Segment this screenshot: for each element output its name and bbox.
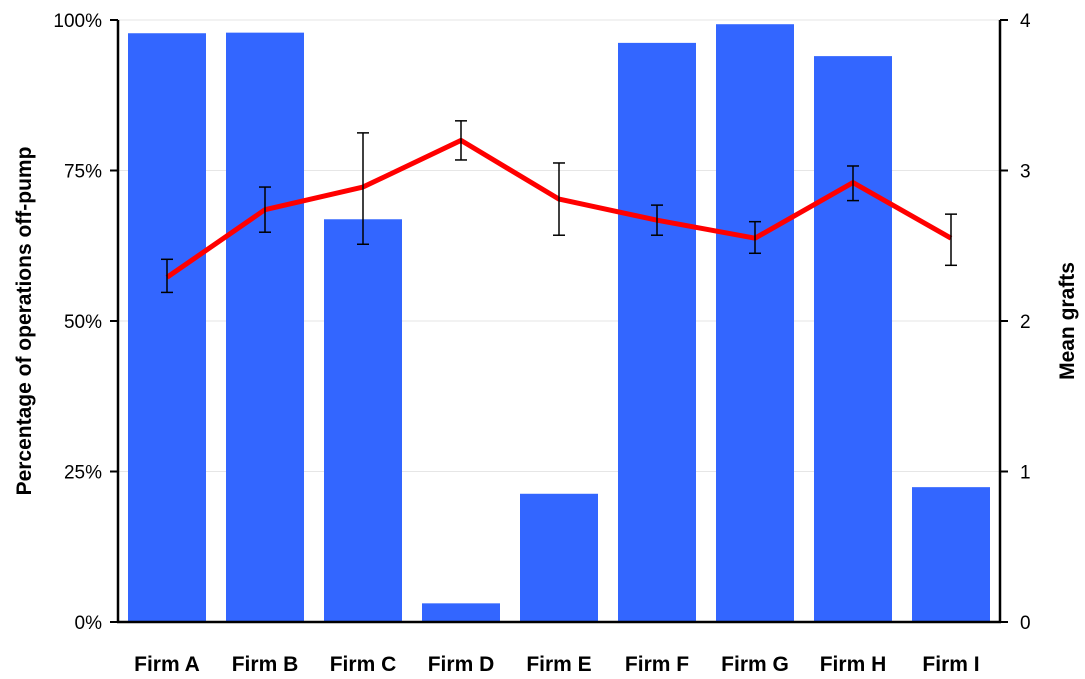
bar (912, 487, 990, 622)
right-tick-label: 2 (1020, 312, 1031, 333)
error-bars (161, 120, 957, 294)
left-axis-title: Percentage of operations off-pump (13, 147, 36, 496)
error-bar (161, 258, 173, 294)
bar-series (128, 24, 990, 623)
error-bar (749, 220, 761, 255)
left-tick-label: 100% (53, 11, 102, 32)
left-tick-label: 50% (64, 312, 102, 333)
right-tick-label: 4 (1020, 11, 1031, 32)
bar (716, 24, 794, 623)
category-label: Firm A (134, 653, 200, 676)
error-bar (945, 213, 957, 267)
category-label: Firm D (428, 653, 495, 676)
bar (618, 42, 696, 623)
bar (128, 33, 206, 622)
error-bar (357, 132, 369, 245)
bar (324, 219, 402, 622)
left-tick-label: 75% (64, 162, 102, 183)
error-bar (455, 120, 467, 161)
right-tick-label: 3 (1020, 162, 1031, 183)
category-label: Firm F (625, 653, 689, 676)
bar (226, 32, 304, 623)
bar (520, 493, 598, 622)
category-labels: Firm A Firm B Firm C Firm D Firm E Firm F Firm… (134, 653, 979, 676)
category-label: Firm G (721, 653, 789, 676)
left-tick-label: 25% (64, 463, 102, 484)
right-tick-label: 0 (1020, 613, 1031, 634)
category-label: Firm H (820, 653, 887, 676)
bar (422, 603, 500, 622)
left-tick-labels: 0% 25% 50% 75% 100% (53, 11, 118, 634)
error-bar (259, 186, 271, 233)
left-tick-label: 0% (75, 613, 103, 634)
error-bar (553, 162, 565, 236)
error-bar (847, 165, 859, 202)
category-label: Firm E (526, 653, 591, 676)
bar (814, 56, 892, 623)
category-label: Firm I (922, 653, 979, 676)
category-label: Firm C (330, 653, 397, 676)
error-bar (651, 204, 663, 236)
right-tick-labels: 0 1 2 3 4 (1000, 11, 1031, 634)
category-label: Firm B (232, 653, 299, 676)
right-tick-label: 1 (1020, 463, 1031, 484)
right-axis-title: Mean grafts (1056, 262, 1079, 380)
